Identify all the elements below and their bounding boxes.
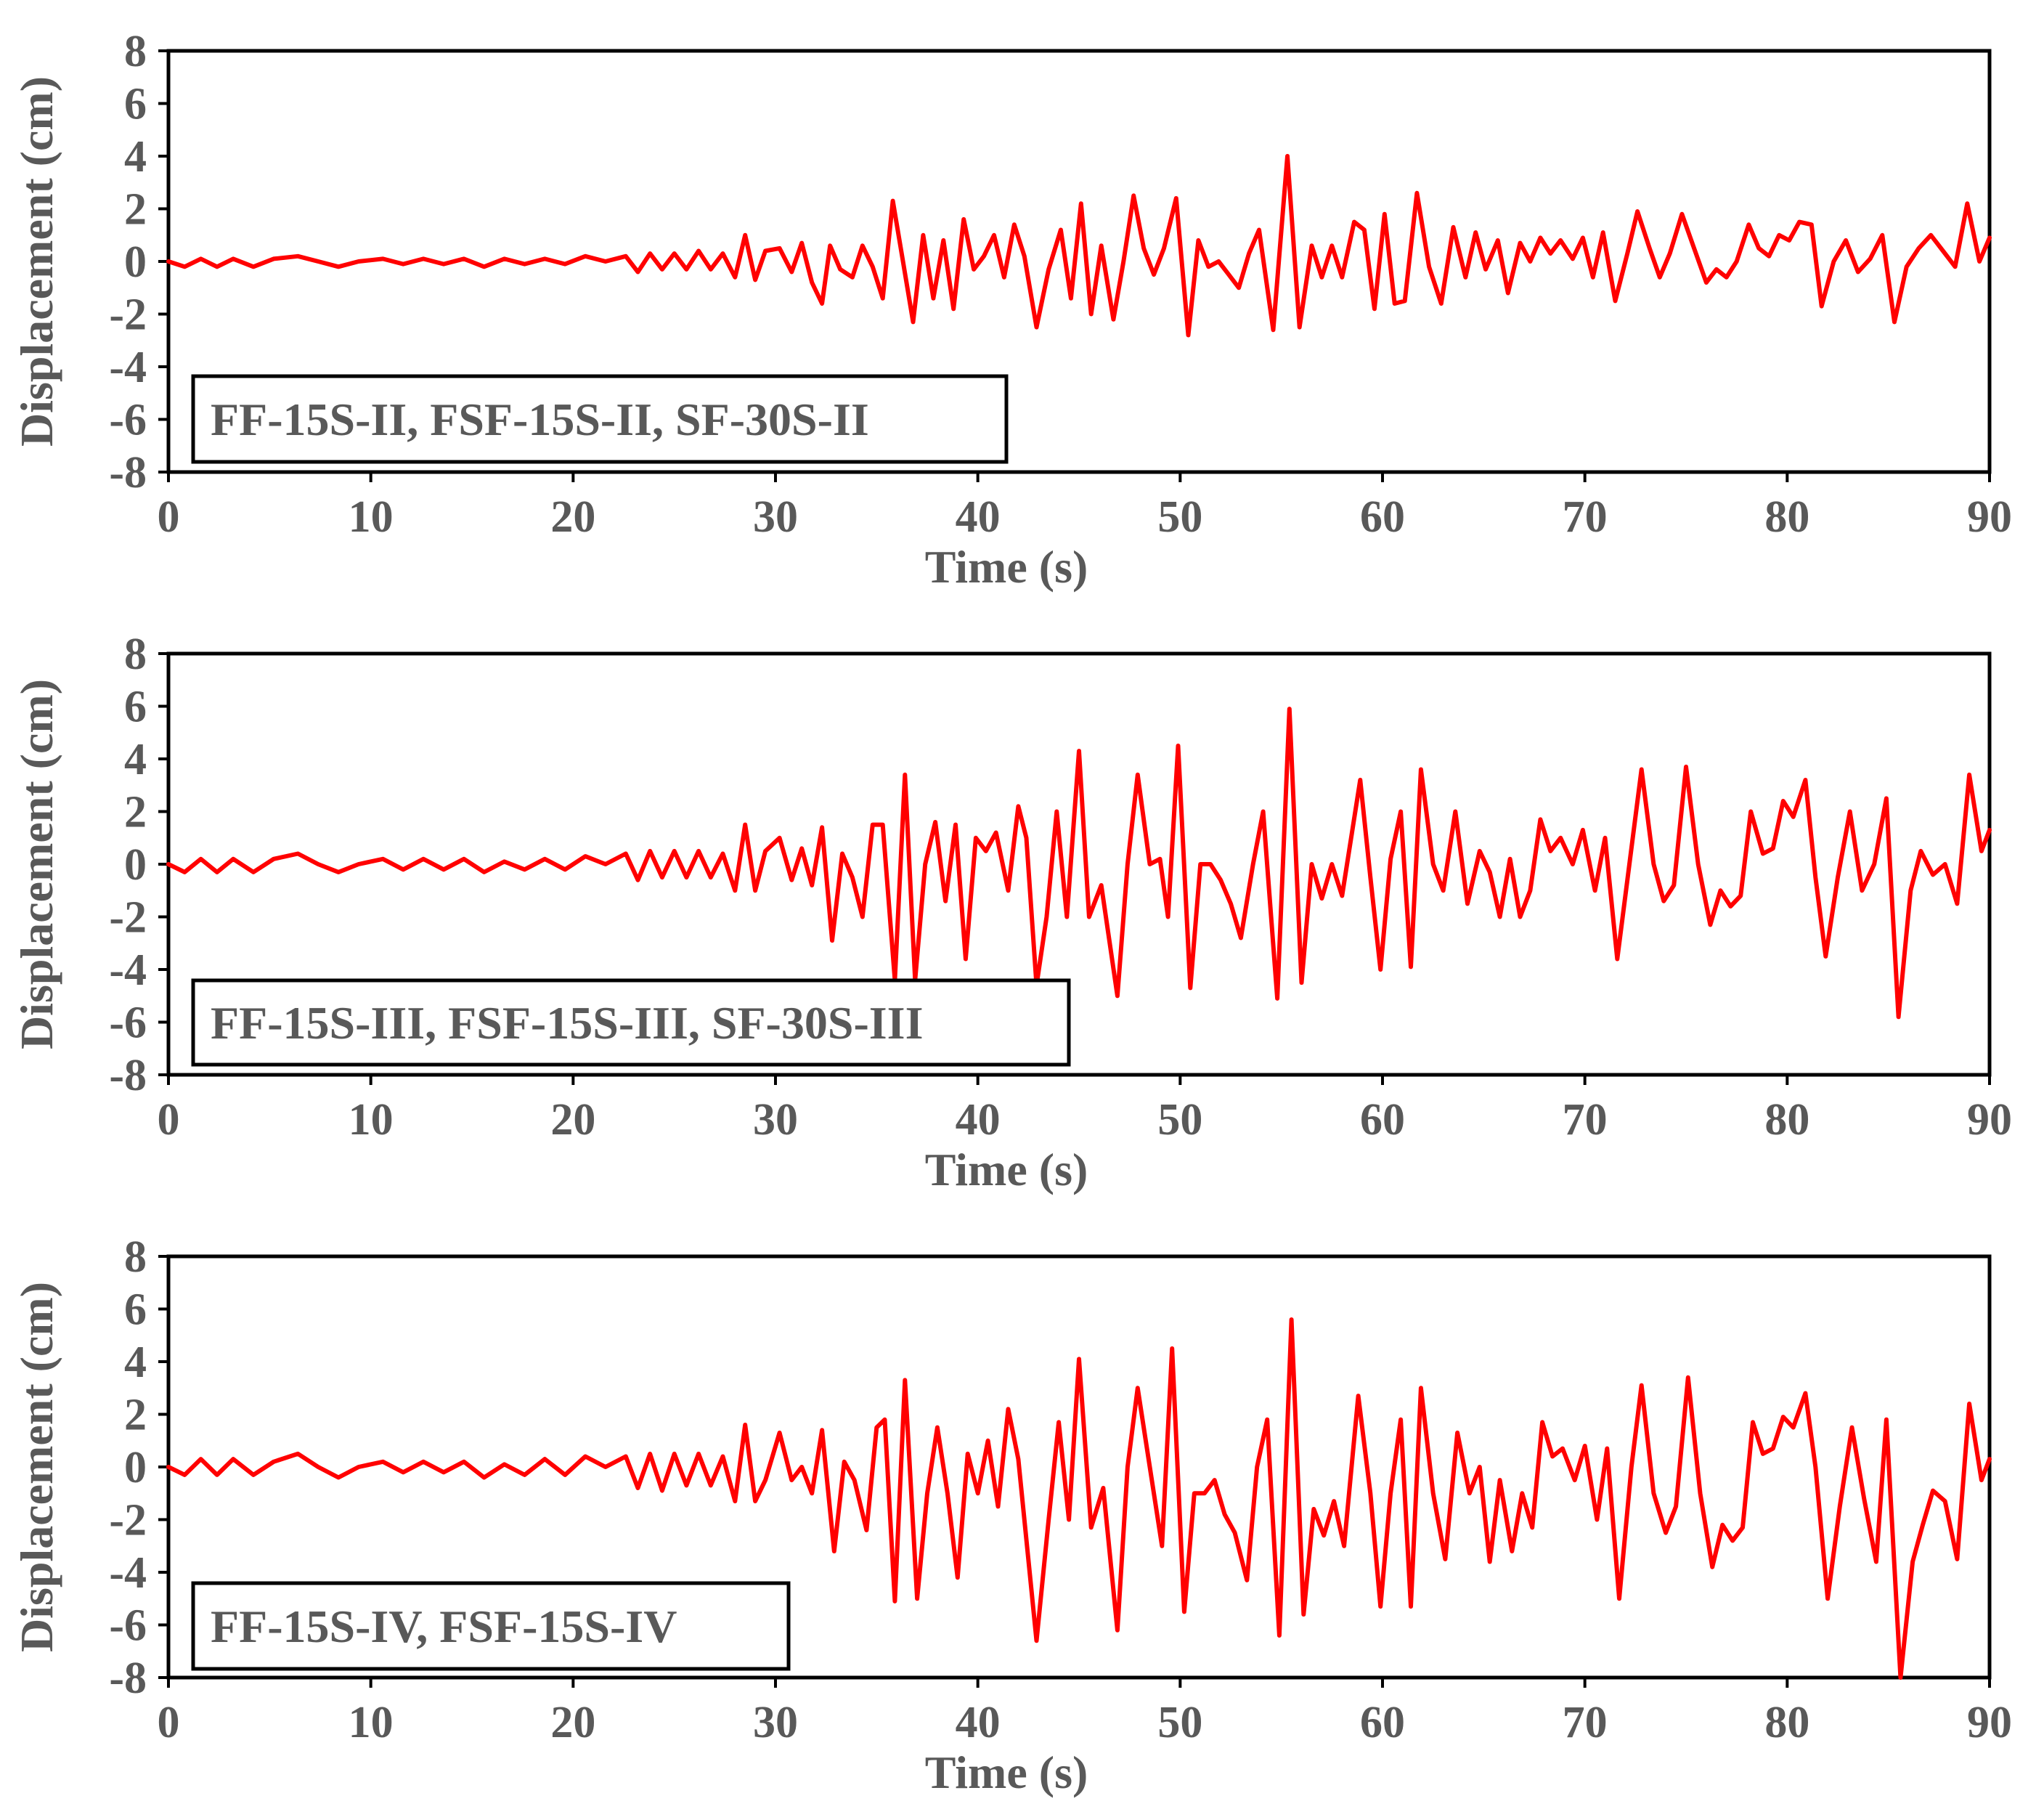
y-axis-label: Displacement (cm): [11, 679, 62, 1049]
x-tick-label: 10: [349, 1095, 394, 1145]
x-tick-label: 60: [1360, 492, 1405, 542]
y-tick-label: 8: [124, 630, 147, 679]
legend-box: [191, 1581, 791, 1671]
data-line-series-1: [166, 154, 1992, 338]
x-tick-label: 80: [1764, 1698, 1809, 1747]
x-tick-label: 60: [1360, 1698, 1405, 1747]
y-tick-label: 4: [124, 1338, 147, 1387]
x-tick-label: 10: [349, 1698, 394, 1747]
y-tick-label: 0: [124, 237, 147, 287]
y-tick-label: -6: [109, 999, 147, 1048]
y-tick-label: 2: [124, 788, 147, 837]
y-axis-label: Displacement (cm): [11, 76, 62, 447]
y-tick-label: -8: [109, 1654, 147, 1703]
legend: FF-15S-III, FSF-15S-III, SF-30S-III: [191, 978, 1071, 1067]
y-tick-label: -4: [109, 1548, 147, 1598]
y-tick-label: -8: [109, 1051, 147, 1100]
x-tick-label: 50: [1157, 1095, 1202, 1145]
x-tick-label: 0: [158, 1698, 180, 1747]
legend-label: FF-15S-II, FSF-15S-II, SF-30S-II: [211, 394, 869, 445]
y-tick-label: 8: [124, 1232, 147, 1282]
x-tick-label: 90: [1967, 492, 2012, 542]
x-tick-label: 10: [349, 492, 394, 542]
x-tick-label: 70: [1563, 1698, 1608, 1747]
x-tick-label: 30: [753, 1095, 798, 1145]
x-tick-label: 40: [956, 1095, 1001, 1145]
legend-label: FF-15S-IV, FSF-15S-IV: [211, 1601, 677, 1652]
y-tick-label: 2: [124, 185, 147, 235]
y-tick-label: 6: [124, 683, 147, 732]
x-tick-label: 80: [1764, 1095, 1809, 1145]
y-tick-label: 4: [124, 735, 147, 784]
legend: FF-15S-II, FSF-15S-II, SF-30S-II: [191, 374, 1009, 464]
x-tick-label: 90: [1967, 1698, 2012, 1747]
y-tick-label: -4: [109, 946, 147, 995]
y-tick-label: 6: [124, 80, 147, 129]
y-tick-label: 8: [124, 27, 147, 76]
y-tick-label: -6: [109, 1601, 147, 1651]
y-tick-label: 2: [124, 1391, 147, 1440]
x-axis-label: Time (s): [925, 1747, 1088, 1798]
x-axis-label: Time (s): [925, 1144, 1088, 1195]
data-line-series-1: [166, 707, 1992, 1020]
y-tick-label: -2: [109, 290, 147, 340]
x-tick-label: 0: [158, 1095, 180, 1145]
legend-label: FF-15S-III, FSF-15S-III, SF-30S-III: [211, 997, 923, 1049]
x-tick-label: 50: [1157, 492, 1202, 542]
y-tick-label: 6: [124, 1285, 147, 1335]
y-tick-label: 0: [124, 840, 147, 890]
legend-box: [191, 978, 1071, 1067]
y-tick-label: 4: [124, 132, 147, 182]
x-tick-label: 90: [1967, 1095, 2012, 1145]
legend-box: [191, 374, 1009, 464]
x-tick-label: 80: [1764, 492, 1809, 542]
y-tick-label: -4: [109, 343, 147, 392]
y-tick-label: -2: [109, 1496, 147, 1545]
x-tick-label: 40: [956, 492, 1001, 542]
x-tick-label: 20: [550, 1698, 595, 1747]
x-tick-label: 40: [956, 1698, 1001, 1747]
y-tick-label: -8: [109, 448, 147, 497]
x-tick-label: 30: [753, 1698, 798, 1747]
x-tick-label: 30: [753, 492, 798, 542]
x-tick-label: 60: [1360, 1095, 1405, 1145]
data-line-series-1: [166, 1317, 1992, 1680]
x-tick-label: 20: [550, 1095, 595, 1145]
y-tick-label: -6: [109, 396, 147, 445]
legend: FF-15S-IV, FSF-15S-IV: [191, 1581, 791, 1671]
x-tick-label: 20: [550, 492, 595, 542]
x-tick-label: 70: [1563, 492, 1608, 542]
x-tick-label: 50: [1157, 1698, 1202, 1747]
x-tick-label: 70: [1563, 1095, 1608, 1145]
y-tick-label: 0: [124, 1443, 147, 1492]
y-tick-label: -2: [109, 893, 147, 943]
y-axis-label: Displacement (cm): [11, 1282, 62, 1652]
x-axis-label: Time (s): [925, 541, 1088, 593]
x-tick-label: 0: [158, 492, 180, 542]
